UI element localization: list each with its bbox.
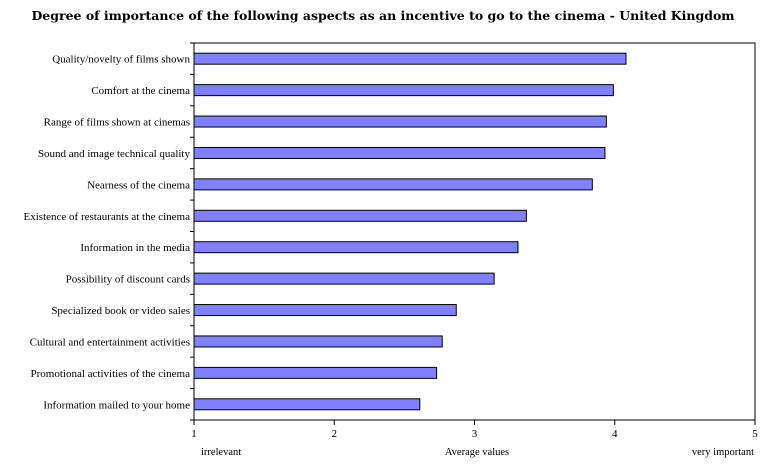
category-label: Information mailed to your home bbox=[43, 399, 190, 411]
x-axis-title: Average values bbox=[445, 447, 509, 458]
category-label: Cultural and entertainment activities bbox=[30, 336, 190, 348]
bar bbox=[193, 398, 421, 411]
category-label: Possibility of discount cards bbox=[66, 274, 190, 286]
category-label: Range of films shown at cinemas bbox=[44, 117, 190, 129]
category-label: Promotional activities of the cinema bbox=[31, 368, 191, 380]
scale-high-label: very important bbox=[692, 447, 754, 458]
bar bbox=[193, 84, 614, 97]
category-label: Existence of restaurants at the cinema bbox=[24, 211, 191, 223]
bar bbox=[193, 209, 527, 222]
bar bbox=[193, 146, 606, 159]
scale-low-label: irrelevant bbox=[201, 447, 241, 458]
x-tick-label: 4 bbox=[612, 428, 618, 440]
category-label: Specialized book or video sales bbox=[51, 305, 190, 317]
x-tick-label: 5 bbox=[752, 428, 758, 440]
bar bbox=[193, 366, 438, 379]
bar bbox=[193, 241, 519, 254]
category-label: Comfort at the cinema bbox=[91, 85, 190, 97]
category-label: Information in the media bbox=[80, 242, 190, 254]
x-tick-label: 3 bbox=[472, 428, 478, 440]
bar bbox=[193, 115, 607, 128]
x-tick-label: 1 bbox=[191, 428, 197, 440]
category-labels: Quality/novelty of films shown Comfort at… bbox=[24, 54, 191, 412]
x-tick-label: 2 bbox=[332, 428, 338, 440]
bar bbox=[193, 178, 593, 191]
bar bbox=[193, 335, 443, 348]
category-label: Sound and image technical quality bbox=[38, 148, 191, 160]
category-label: Nearness of the cinema bbox=[87, 179, 190, 191]
category-label: Quality/novelty of films shown bbox=[52, 54, 190, 66]
chart-title: Degree of importance of the following as… bbox=[31, 8, 735, 23]
category-ticks bbox=[190, 42, 194, 421]
x-axis-ticks: 1 2 3 4 5 bbox=[191, 420, 758, 440]
bar bbox=[193, 52, 627, 65]
bar-series bbox=[193, 52, 627, 411]
bar bbox=[193, 272, 495, 285]
bar bbox=[193, 304, 457, 317]
plot-area bbox=[193, 42, 756, 421]
